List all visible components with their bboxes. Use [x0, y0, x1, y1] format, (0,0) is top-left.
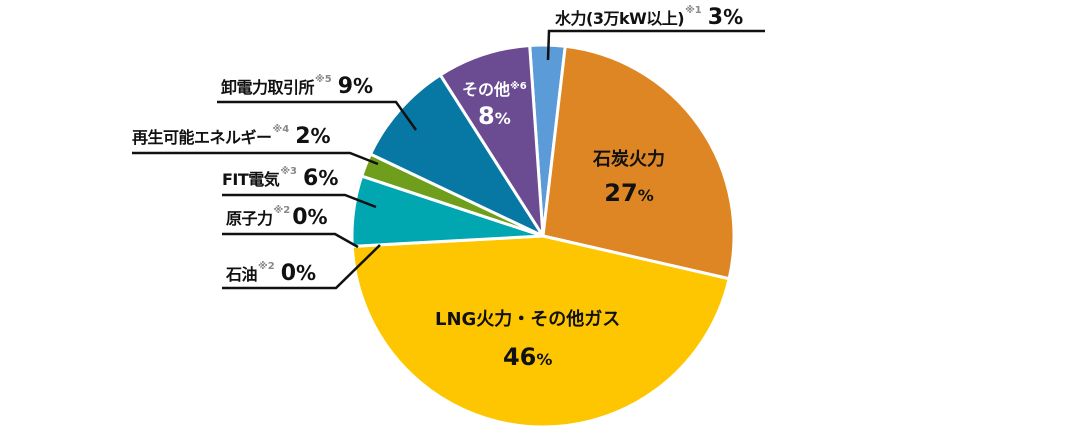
label-name: その他: [462, 80, 511, 99]
label-pct: 8%: [477, 102, 511, 130]
label-nuclear: 原子力※20%: [226, 205, 328, 230]
label-name: FIT電気: [222, 170, 280, 189]
label-pct: 9%: [337, 74, 374, 99]
leader-jepx: [217, 100, 418, 131]
label-pct: 27%: [604, 179, 654, 207]
label-renewable: 再生可能エネルギー※4 2%: [132, 124, 331, 149]
leader-oil: [222, 244, 381, 290]
label-note: ※2: [273, 205, 291, 216]
label-pct: 6%: [303, 166, 339, 191]
label-name: 水力(3万kW以上): [555, 9, 685, 28]
slice-coal: [541, 44, 736, 281]
label-name: 原子力: [226, 209, 273, 228]
label-name: 石炭火力: [593, 149, 665, 170]
label-pct: 0%: [280, 261, 317, 286]
label-note: ※2: [258, 261, 275, 272]
label-note: ※5: [315, 74, 332, 85]
leader-hydro: [546, 29, 765, 61]
leader-nuclear: [222, 232, 359, 249]
label-jepx: 卸電力取引所※5 9%: [221, 74, 374, 99]
label-name: LNG火力・その他ガス: [435, 309, 621, 330]
pie-slices: [350, 43, 736, 429]
label-pct: 3%: [707, 5, 744, 30]
slice-lng: [350, 234, 731, 429]
label-note: ※1: [685, 5, 702, 16]
label-other: その他※6 8%: [462, 80, 527, 130]
slice-jepx: [368, 73, 545, 238]
label-name: 再生可能エネルギー: [132, 128, 272, 147]
leader-fit: [222, 193, 377, 209]
label-name: 卸電力取引所: [221, 78, 315, 97]
label-lng: LNG火力・その他ガス 46%: [435, 309, 621, 371]
label-hydro: 水力(3万kW以上)※1 3%: [555, 5, 744, 30]
label-oil: 石油※2 0%: [226, 261, 317, 286]
label-note: ※6: [510, 81, 527, 92]
label-pct: 46%: [502, 343, 553, 371]
leader-renewable: [132, 151, 379, 166]
label-name: 石油: [226, 265, 258, 284]
label-fit: FIT電気※3 6%: [222, 166, 339, 191]
label-note: ※3: [280, 166, 297, 177]
slice-other: [438, 43, 545, 238]
label-coal: 石炭火力 27%: [593, 149, 665, 207]
leader-lines: [132, 29, 765, 290]
label-pct: 0%: [292, 205, 328, 230]
label-note: ※4: [272, 124, 290, 135]
label-pct: 2%: [295, 124, 331, 149]
